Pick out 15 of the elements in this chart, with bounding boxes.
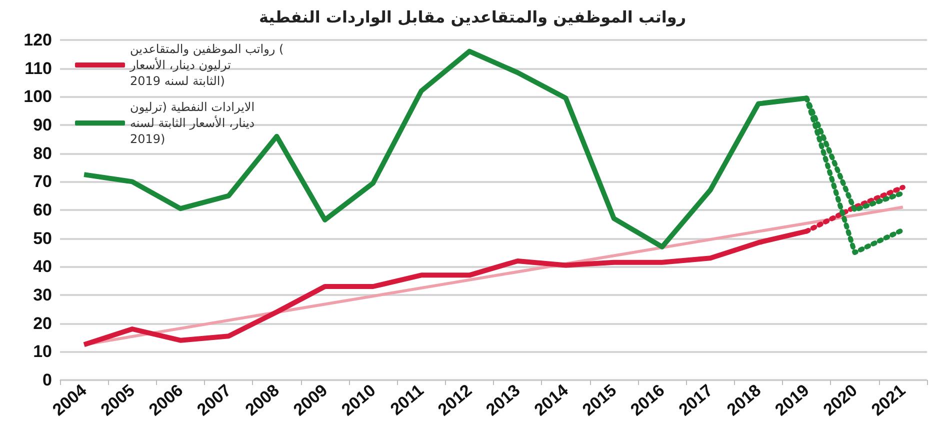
- chart-title: رواتب الموظفين والمتقاعدين مقابل الواردات النفطية: [258, 8, 686, 26]
- y-tick-label: 60: [33, 200, 52, 220]
- y-tick-label: 0: [42, 370, 52, 390]
- y-tick-label: 50: [33, 228, 52, 248]
- y-tick-label: 100: [24, 87, 52, 106]
- y-tick-label: 90: [33, 116, 52, 134]
- y-tick-label: 120: [24, 30, 52, 50]
- y-tick-label: 20: [33, 314, 52, 333]
- legend-label: رواتب الموظفين والمتقاعدين ( ترليون دينار، الأسعار الثابتة لسنه 2019): [129, 42, 288, 88]
- y-tick-label: 40: [33, 257, 52, 276]
- y-tick-label: 80: [33, 144, 52, 163]
- y-tick-label: 30: [33, 286, 52, 304]
- y-tick-label: 70: [33, 172, 52, 192]
- y-tick-label: 10: [33, 342, 52, 362]
- y-tick-label: 110: [24, 58, 52, 78]
